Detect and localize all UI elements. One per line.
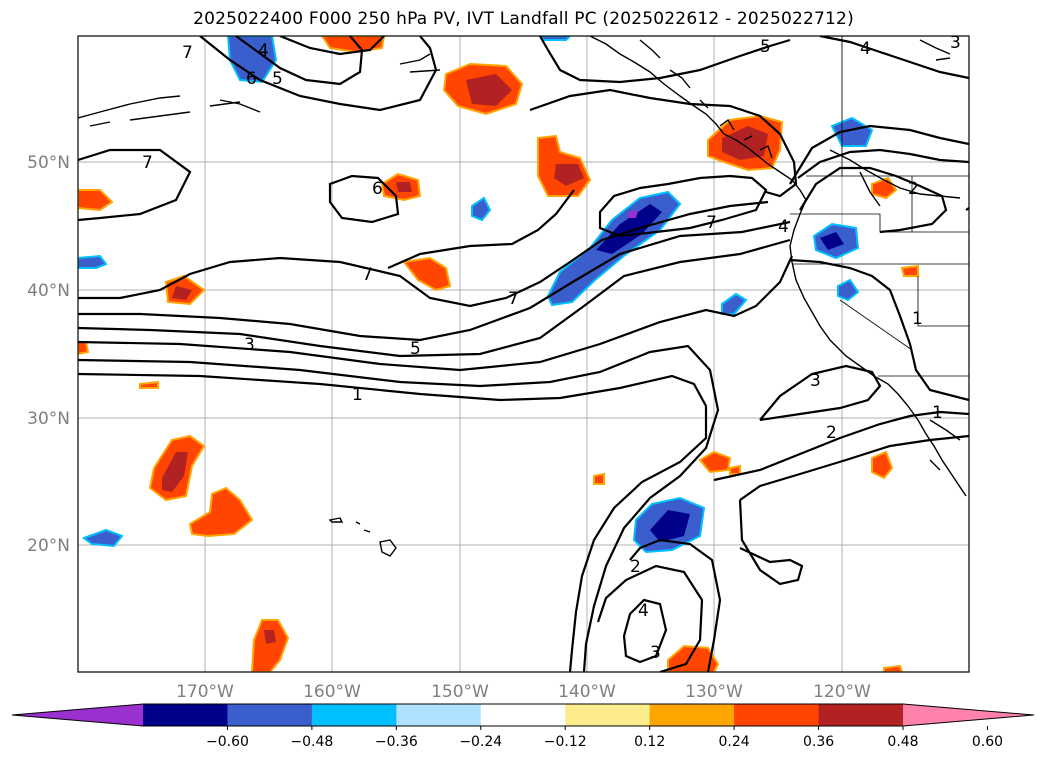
contour-label: 4 [860,39,871,59]
colorbar-segment [396,704,482,726]
colorbar-tick-label: −0.60 [206,734,249,750]
colorbar-segment [143,704,228,726]
lat-tick: 40°N [27,281,70,301]
contour-label: 3 [244,335,255,355]
colorbar-segment [227,704,313,726]
map-border [77,35,970,673]
colorbar-extension-high [903,704,1034,726]
contour-label: 1 [912,309,923,329]
contour-label: 4 [778,217,789,237]
lon-tick: 160°W [303,682,361,702]
contour-label: 6 [246,69,257,89]
colorbar-tick-label: −0.36 [375,734,418,750]
contour-label: 2 [826,423,837,443]
colorbar-extension-low [12,704,143,726]
contour-label: 1 [932,403,943,423]
colorbar-segment [818,704,904,726]
colorbar-tick-label: 0.12 [634,734,665,750]
latitude-ticks: 50°N 40°N 30°N 20°N [27,153,70,556]
contour-label: 5 [272,69,283,89]
colorbar-tick-label: 0.24 [719,734,750,750]
colorbar-segment [734,704,820,726]
contour-label: 3 [950,33,961,53]
contour-label: 7 [508,289,519,309]
contour-label: 1 [352,385,363,405]
lon-tick: 140°W [558,682,616,702]
lon-tick: 150°W [431,682,489,702]
map-title: 2025022400 F000 250 hPa PV, IVT Landfall… [193,9,854,29]
contour-label: 4 [258,41,269,61]
ivt-contours [78,36,969,672]
contour-label: 4 [638,601,649,621]
contour-label: 7 [182,43,193,63]
colorbar-segment [649,704,735,726]
contour-label: 5 [410,339,421,359]
colorbar-outline [11,703,1035,727]
lat-tick: 50°N [27,153,70,173]
borders [790,36,969,377]
graticule [78,36,969,672]
contour-label: 7 [142,153,153,173]
colorbar-tick-label: 0.60 [972,734,1003,750]
contour-label: 2 [630,557,641,577]
colorbar-tick-label: −0.24 [459,734,502,750]
contour-label: 7 [706,213,717,233]
contour-label: 6 [372,179,383,199]
contour-label: 7 [362,265,373,285]
colorbar: −0.60 −0.48 −0.36 −0.24 −0.12 0.12 0.24 0.36 0.4… [11,703,1035,750]
lat-tick: 20°N [27,536,70,556]
lon-tick: 170°W [176,682,234,702]
colorbar-segment [480,704,566,726]
contour-label: 5 [760,37,771,57]
contour-label: 3 [650,643,661,663]
colorbar-tick-label: 0.36 [803,734,834,750]
colorbar-tick-label: 0.48 [887,734,918,750]
colorbar-tick-label: −0.48 [290,734,333,750]
colorbar-segment [565,704,651,726]
contour-label: 3 [810,371,821,391]
colorbar-tick-label: −0.12 [544,734,587,750]
lon-tick: 130°W [685,682,743,702]
pv-positive-shading [78,36,919,672]
contour-labels: 7 4 6 5 7 6 7 7 7 4 5 4 3 5 3 1 3 2 1 1 … [142,33,961,663]
contour-label: 2 [908,179,919,199]
lat-tick: 30°N [27,409,70,429]
longitude-ticks: 170°W 160°W 150°W 140°W 130°W 120°W [176,682,871,702]
colorbar-segment [311,704,397,726]
lon-tick: 120°W [813,682,871,702]
